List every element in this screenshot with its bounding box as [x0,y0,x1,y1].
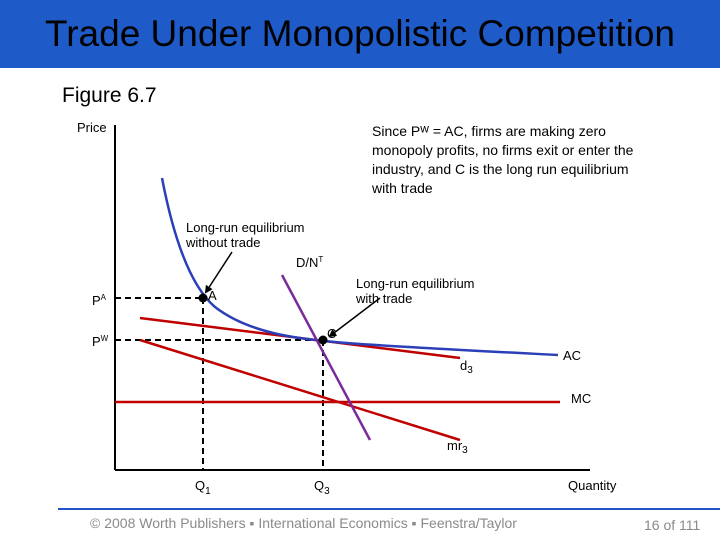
dnt-label: D/NT [296,255,323,270]
title-bar: Trade Under Monopolistic Competition [0,0,720,68]
with-trade-annotation: Long-run equilibrium with trade [355,276,478,306]
without-trade-annotation: Long-run equilibrium without trade [185,220,308,250]
figure-label: Figure 6.7 [62,84,157,107]
point-a-label: A [208,288,217,303]
dnt-curve [280,274,372,441]
x-axis-label: Quantity [568,478,617,493]
arrow-with-trade [328,297,381,338]
pw-label: PW [92,334,109,349]
footer-divider [58,508,720,510]
q1-label: Q1 [195,478,211,497]
q3-label: Q3 [314,478,330,497]
point-c [318,335,328,345]
point-c-label: C [327,326,336,341]
page-number: 16 of 111 [644,517,701,533]
y-axis-label: Price [77,120,107,135]
pa-label: PA [92,293,107,308]
arrow-without-trade [204,251,233,294]
ac-label: AC [563,348,581,363]
mr3-label: mr3 [447,438,468,456]
footer-copyright: © 2008 Worth Publishers ▪ International … [90,515,517,531]
slide-title: Trade Under Monopolistic Competition [45,13,675,54]
d3-label: d3 [460,358,473,376]
mr3-curve [139,338,461,442]
zero-profit-note: Since Pᵂ = AC, firms are making zero mon… [371,123,637,196]
point-a [198,293,208,303]
mc-label: MC [571,391,591,406]
ac-curve [160,177,559,357]
